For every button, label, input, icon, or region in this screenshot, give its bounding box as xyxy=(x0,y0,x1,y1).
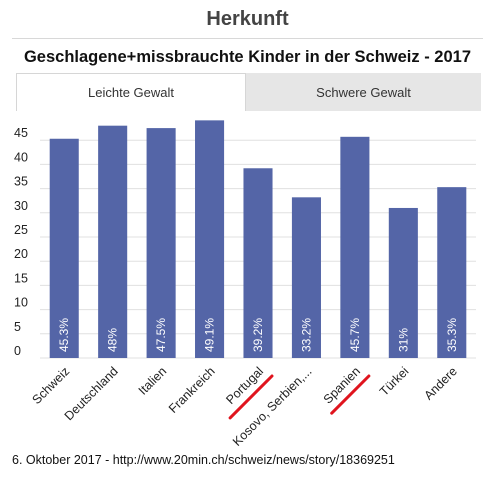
x-category-label: Italien xyxy=(136,364,170,398)
bar-1[interactable] xyxy=(98,125,128,359)
y-tick-label: 0 xyxy=(14,344,21,358)
highlight-underline xyxy=(330,374,371,415)
page-title: Herkunft xyxy=(206,8,289,30)
bar-data-label: 35.3% xyxy=(445,318,459,352)
chart-title: Geschlagene+missbrauchte Kinder in der S… xyxy=(23,48,472,66)
source-footnote: 6. Oktober 2017 - http://www.20min.ch/sc… xyxy=(12,453,395,467)
bar-data-label: 45.7% xyxy=(348,318,362,352)
y-tick-label: 45 xyxy=(14,126,28,140)
y-tick-label: 35 xyxy=(14,175,28,189)
bar-3[interactable] xyxy=(195,120,225,358)
bar-7[interactable] xyxy=(388,207,418,358)
bar-data-label: 45.3% xyxy=(57,318,71,352)
y-tick-label: 10 xyxy=(14,296,28,310)
header-divider xyxy=(12,38,483,39)
bar-2[interactable] xyxy=(146,128,176,358)
tab-schwere-gewalt[interactable]: Schwere Gewalt xyxy=(246,73,481,111)
bar-6[interactable] xyxy=(340,136,370,358)
bar-data-label: 47.5% xyxy=(154,318,168,352)
bar-4[interactable] xyxy=(243,168,273,358)
y-tick-label: 30 xyxy=(14,199,28,213)
x-category-label: Schweiz xyxy=(30,364,73,407)
bar-data-label: 31% xyxy=(396,328,410,352)
x-category-label: Portugal xyxy=(223,364,266,407)
bar-0[interactable] xyxy=(49,138,79,358)
bar-8[interactable] xyxy=(437,187,467,358)
tab-bar: Leichte Gewalt Schwere Gewalt xyxy=(16,73,481,111)
tab-leichte-gewalt[interactable]: Leichte Gewalt xyxy=(16,73,246,111)
highlight-underline xyxy=(228,374,274,420)
y-tick-label: 25 xyxy=(14,223,28,237)
x-category-label: Frankreich xyxy=(166,364,218,416)
x-category-label: Andere xyxy=(421,364,459,402)
x-category-label: Türkei xyxy=(377,364,411,398)
bar-5[interactable] xyxy=(291,197,321,358)
y-tick-label: 5 xyxy=(14,320,21,334)
y-tick-label: 15 xyxy=(14,271,28,285)
y-tick-label: 40 xyxy=(14,150,28,164)
bars-layer: 45.3% 48% 47.5% 49.1% 39.2% 33.2% 45.7% 31% 35.3… xyxy=(49,120,467,359)
bar-data-label: 49.1% xyxy=(203,318,217,352)
bar-data-label: 48% xyxy=(106,328,120,352)
y-tick-label: 20 xyxy=(14,247,28,261)
bar-data-label: 33.2% xyxy=(299,318,313,352)
bar-data-label: 39.2% xyxy=(251,318,265,352)
annotations-layer xyxy=(228,374,371,420)
y-axis-ticks: 0 5 10 15 20 25 30 35 40 45 xyxy=(14,126,28,358)
x-category-label: Spanien xyxy=(321,364,363,406)
